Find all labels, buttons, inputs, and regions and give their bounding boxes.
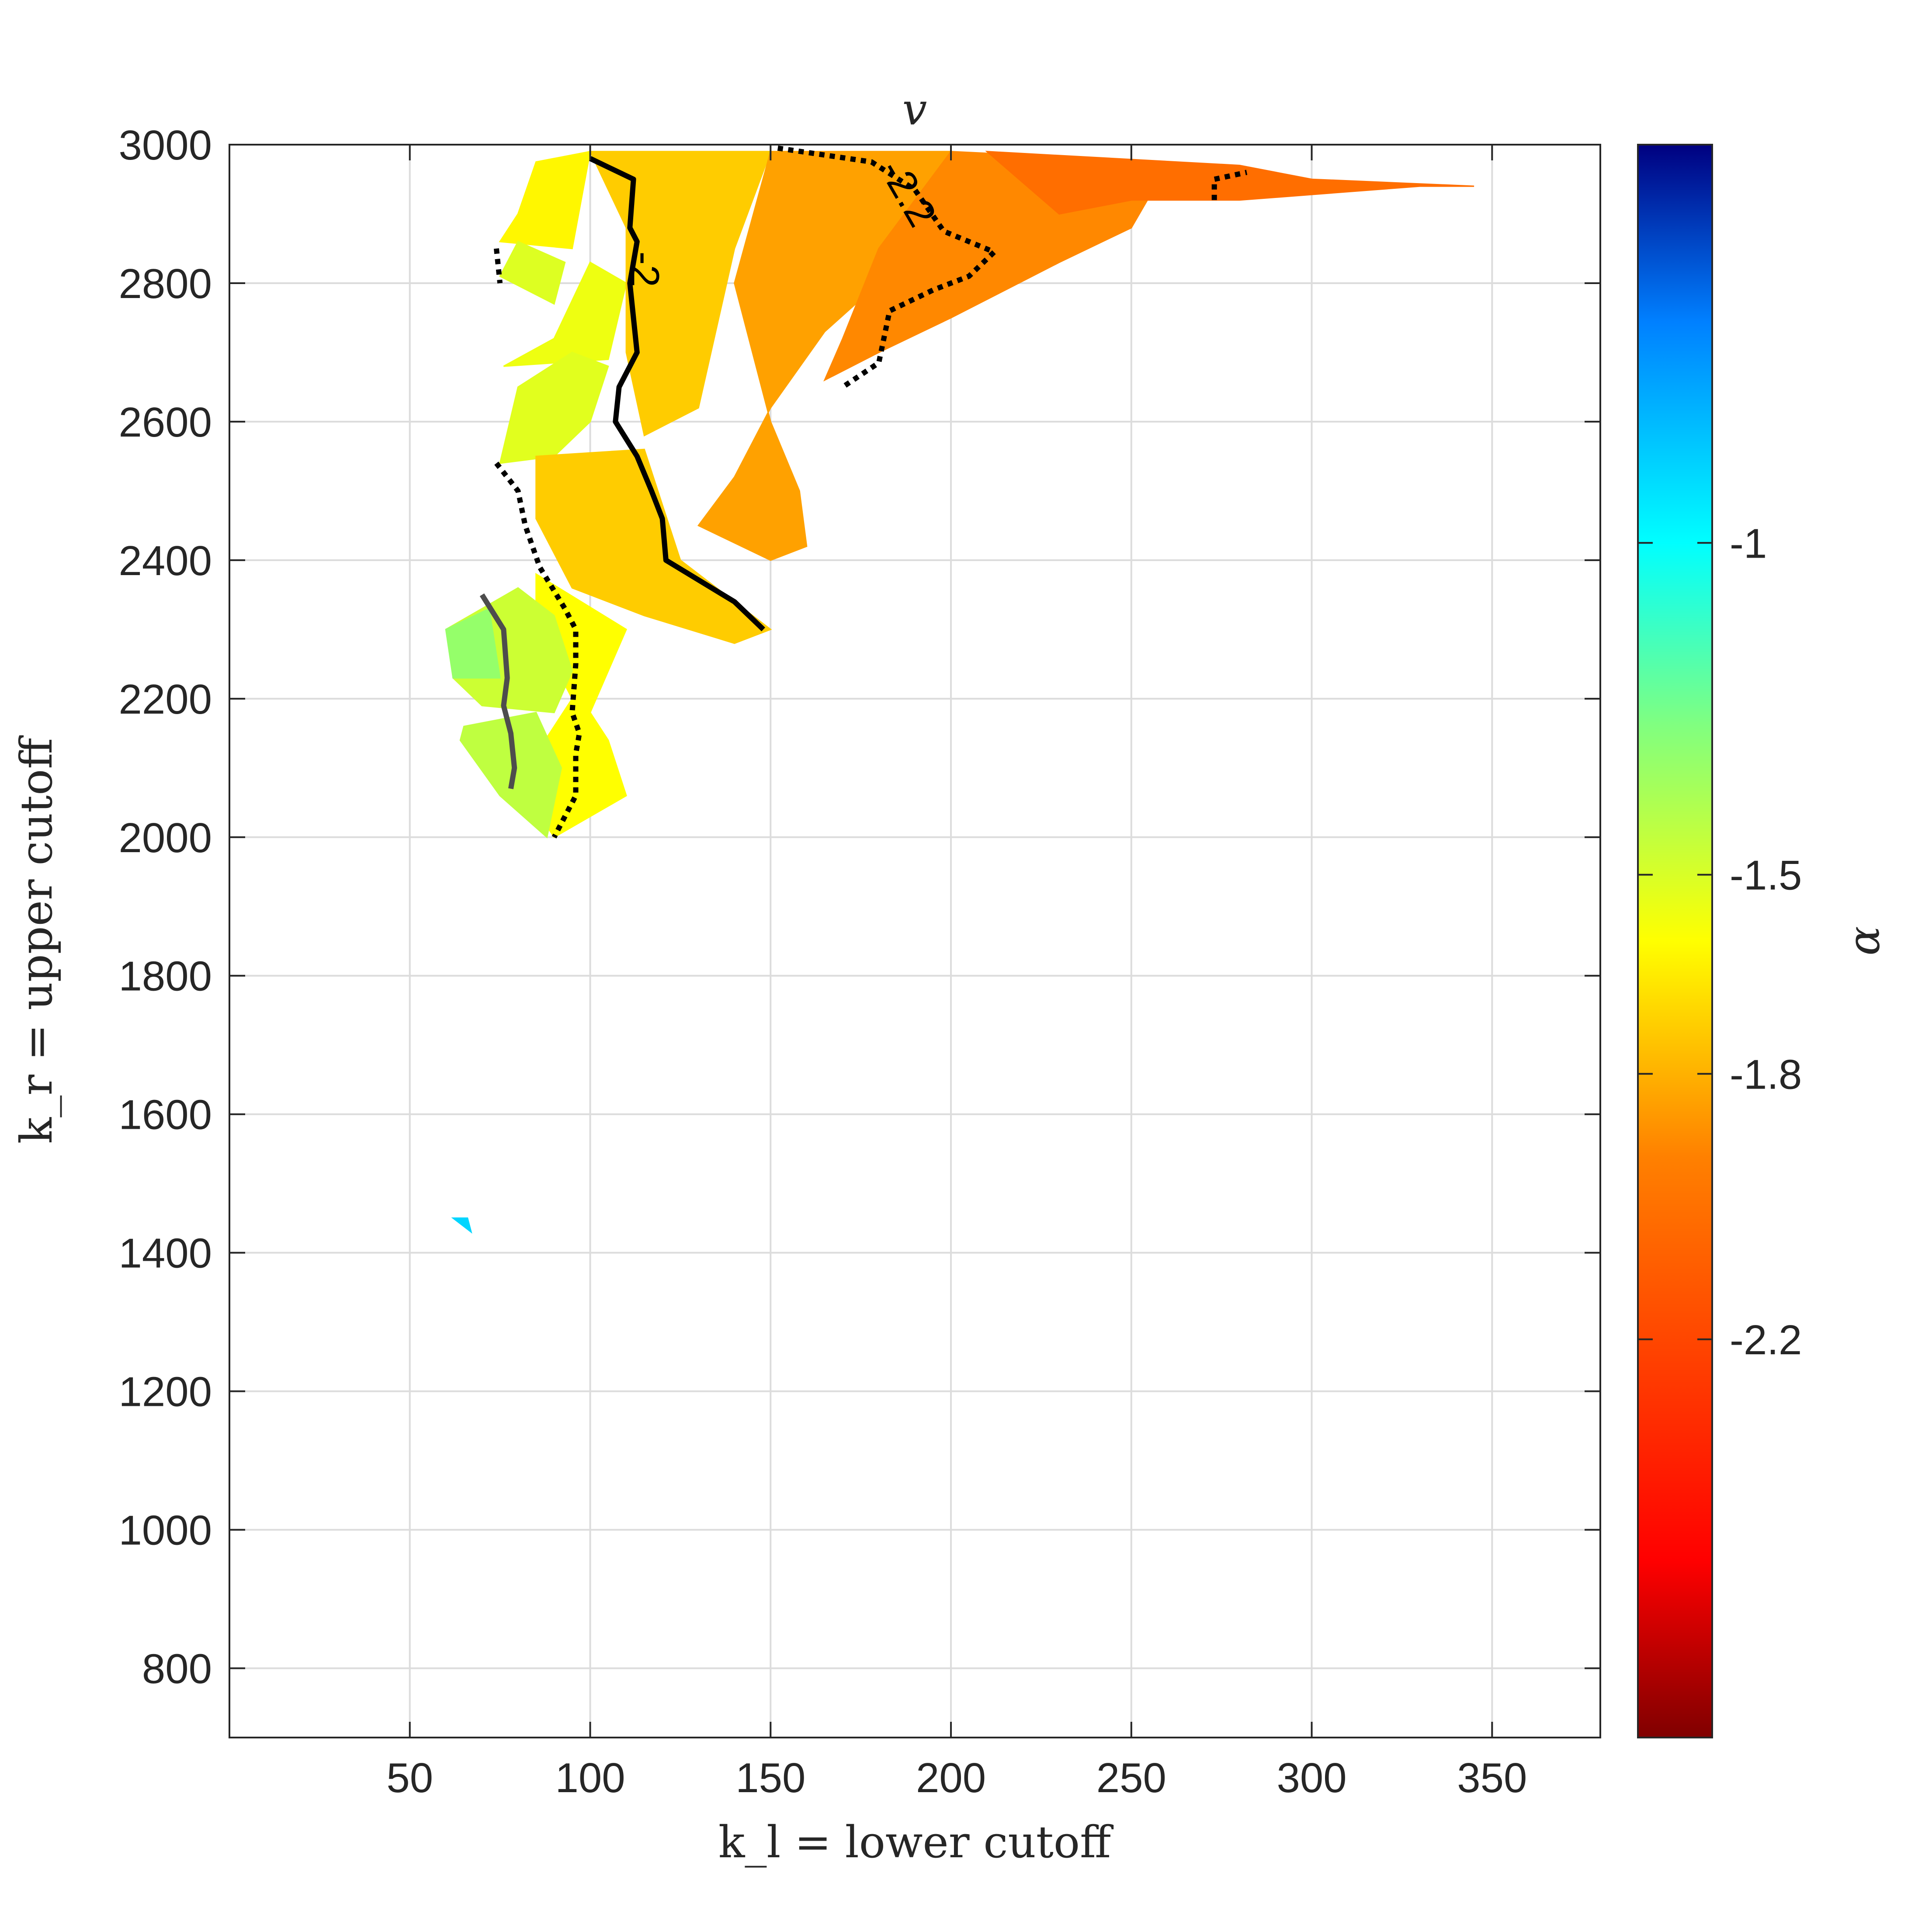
heatmap-region xyxy=(451,1217,472,1234)
chart-title: v xyxy=(902,84,927,135)
y-tick-label: 3000 xyxy=(118,122,212,169)
y-tick-label: 1200 xyxy=(118,1369,212,1415)
heatmap-region xyxy=(499,240,566,305)
heatmap-region xyxy=(445,607,501,679)
heatmap-region xyxy=(499,150,591,250)
contour-line xyxy=(777,145,997,389)
colorbar-tick-label: -1.5 xyxy=(1730,852,1802,899)
contour-line xyxy=(479,593,517,789)
y-tick-label: 1600 xyxy=(118,1092,212,1138)
colorbar-tick-label: -2.2 xyxy=(1730,1317,1802,1363)
y-tick-label: 1000 xyxy=(118,1507,212,1554)
colorbar-ticks: -1 -1.5 -1.8 -2.2 xyxy=(1638,520,1802,1363)
contour-line xyxy=(494,461,582,839)
x-tick-label: 350 xyxy=(1457,1755,1527,1801)
y-tick-label: 2200 xyxy=(118,676,212,723)
x-tick-label: 300 xyxy=(1276,1755,1346,1801)
x-tick-label: 50 xyxy=(386,1755,433,1801)
colorbar-tick-label: -1 xyxy=(1730,520,1767,567)
x-tick-label: 200 xyxy=(916,1755,986,1801)
contour-line xyxy=(589,156,765,631)
y-tick-label: 2800 xyxy=(118,260,212,307)
colorbar-label: α xyxy=(1838,926,1890,956)
plot-area xyxy=(229,145,1600,1738)
heatmap-region xyxy=(535,448,772,644)
y-tick-label: 800 xyxy=(142,1646,212,1693)
contour-label: -2 xyxy=(622,251,667,287)
y-tick-label: 2000 xyxy=(118,815,212,861)
heatmap-region xyxy=(589,151,772,437)
y-axis-ticks: 800 1000 1200 1400 1600 1800 2000 2200 2400 2600 2… xyxy=(118,122,1600,1693)
x-tick-label: 100 xyxy=(555,1755,625,1801)
axes-box xyxy=(229,144,1601,1738)
y-tick-label: 1800 xyxy=(118,953,212,1000)
x-axis-label: k_l = lower cutoff xyxy=(718,1817,1114,1868)
colorbar-tick-label: -1.8 xyxy=(1730,1051,1802,1098)
x-tick-label: 250 xyxy=(1096,1755,1166,1801)
colorbar xyxy=(1637,144,1713,1738)
x-tick-label: 150 xyxy=(735,1755,805,1801)
y-tick-label: 1400 xyxy=(118,1230,212,1277)
x-axis-ticks: 50 100 150 200 250 300 350 xyxy=(386,145,1527,1801)
heatmap-regions xyxy=(445,150,1474,1234)
y-tick-label: 2600 xyxy=(118,399,212,446)
y-tick-label: 2400 xyxy=(118,538,212,584)
y-axis-label: k_r = upper cutoff xyxy=(11,735,62,1144)
heatmap-region xyxy=(985,151,1474,215)
contour-line xyxy=(1211,170,1248,200)
